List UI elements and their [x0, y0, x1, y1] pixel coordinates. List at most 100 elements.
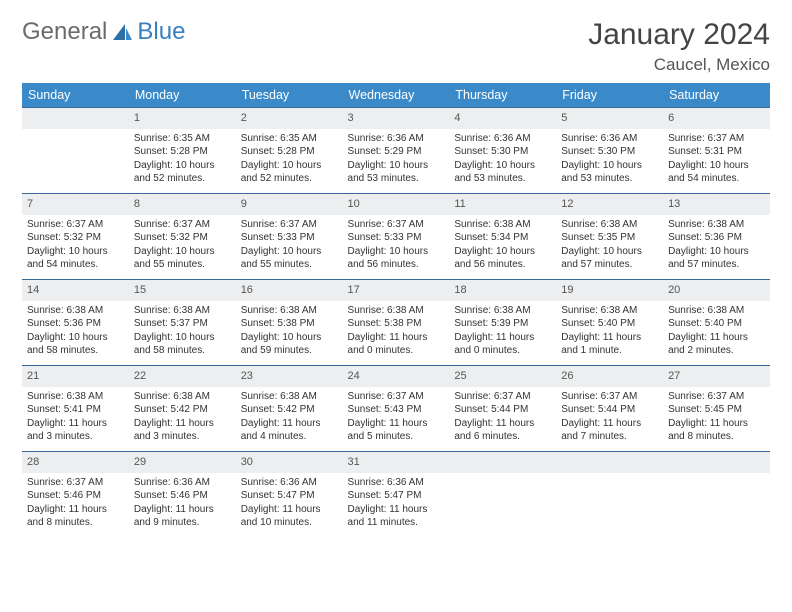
sunset-line: Sunset: 5:36 PM [668, 231, 765, 245]
header: GeneralBlue January 2024 Caucel, Mexico [22, 18, 770, 75]
calendar-day-cell: 29Sunrise: 6:36 AMSunset: 5:46 PMDayligh… [129, 452, 236, 538]
sunrise-line: Sunrise: 6:37 AM [348, 390, 445, 404]
calendar-day-cell [556, 452, 663, 538]
sunrise-line: Sunrise: 6:36 AM [348, 132, 445, 146]
day-number: 20 [663, 280, 770, 301]
title-block: January 2024 Caucel, Mexico [588, 18, 770, 75]
calendar-day-cell: 17Sunrise: 6:38 AMSunset: 5:38 PMDayligh… [343, 280, 450, 366]
day-details: Sunrise: 6:36 AMSunset: 5:29 PMDaylight:… [343, 129, 450, 191]
day-number: 2 [236, 108, 343, 129]
daylight-line: Daylight: 10 hours and 54 minutes. [27, 245, 124, 272]
day-number: 1 [129, 108, 236, 129]
day-details: Sunrise: 6:37 AMSunset: 5:44 PMDaylight:… [556, 387, 663, 449]
daylight-line: Daylight: 10 hours and 55 minutes. [134, 245, 231, 272]
sunset-line: Sunset: 5:36 PM [27, 317, 124, 331]
day-number: 5 [556, 108, 663, 129]
calendar-day-cell: 25Sunrise: 6:37 AMSunset: 5:44 PMDayligh… [449, 366, 556, 452]
day-details: Sunrise: 6:38 AMSunset: 5:39 PMDaylight:… [449, 301, 556, 363]
daylight-line: Daylight: 11 hours and 3 minutes. [134, 417, 231, 444]
calendar-day-cell: 8Sunrise: 6:37 AMSunset: 5:32 PMDaylight… [129, 194, 236, 280]
sunrise-line: Sunrise: 6:38 AM [454, 304, 551, 318]
sunrise-line: Sunrise: 6:38 AM [27, 304, 124, 318]
day-number: 29 [129, 452, 236, 473]
sunrise-line: Sunrise: 6:37 AM [348, 218, 445, 232]
calendar-day-cell: 16Sunrise: 6:38 AMSunset: 5:38 PMDayligh… [236, 280, 343, 366]
sunrise-line: Sunrise: 6:37 AM [454, 390, 551, 404]
sunrise-line: Sunrise: 6:38 AM [241, 390, 338, 404]
day-number: 16 [236, 280, 343, 301]
day-details: Sunrise: 6:36 AMSunset: 5:30 PMDaylight:… [556, 129, 663, 191]
sunset-line: Sunset: 5:28 PM [241, 145, 338, 159]
calendar-day-cell: 26Sunrise: 6:37 AMSunset: 5:44 PMDayligh… [556, 366, 663, 452]
day-details: Sunrise: 6:35 AMSunset: 5:28 PMDaylight:… [129, 129, 236, 191]
day-number: 7 [22, 194, 129, 215]
daylight-line: Daylight: 10 hours and 56 minutes. [454, 245, 551, 272]
day-details: Sunrise: 6:38 AMSunset: 5:36 PMDaylight:… [22, 301, 129, 363]
sunset-line: Sunset: 5:30 PM [561, 145, 658, 159]
daylight-line: Daylight: 11 hours and 6 minutes. [454, 417, 551, 444]
calendar-day-cell: 10Sunrise: 6:37 AMSunset: 5:33 PMDayligh… [343, 194, 450, 280]
day-details: Sunrise: 6:37 AMSunset: 5:32 PMDaylight:… [129, 215, 236, 277]
day-details: Sunrise: 6:37 AMSunset: 5:46 PMDaylight:… [22, 473, 129, 535]
sunset-line: Sunset: 5:40 PM [561, 317, 658, 331]
day-details: Sunrise: 6:38 AMSunset: 5:41 PMDaylight:… [22, 387, 129, 449]
calendar-day-cell: 30Sunrise: 6:36 AMSunset: 5:47 PMDayligh… [236, 452, 343, 538]
day-details: Sunrise: 6:38 AMSunset: 5:38 PMDaylight:… [236, 301, 343, 363]
sunset-line: Sunset: 5:46 PM [134, 489, 231, 503]
day-details: Sunrise: 6:37 AMSunset: 5:45 PMDaylight:… [663, 387, 770, 449]
day-details: Sunrise: 6:37 AMSunset: 5:43 PMDaylight:… [343, 387, 450, 449]
day-number: 18 [449, 280, 556, 301]
sunrise-line: Sunrise: 6:38 AM [668, 304, 765, 318]
daylight-line: Daylight: 10 hours and 55 minutes. [241, 245, 338, 272]
day-number: 27 [663, 366, 770, 387]
daylight-line: Daylight: 11 hours and 3 minutes. [27, 417, 124, 444]
calendar-body: 1Sunrise: 6:35 AMSunset: 5:28 PMDaylight… [22, 108, 770, 538]
calendar-day-cell: 13Sunrise: 6:38 AMSunset: 5:36 PMDayligh… [663, 194, 770, 280]
weekday-header: Saturday [663, 83, 770, 108]
calendar-day-cell: 12Sunrise: 6:38 AMSunset: 5:35 PMDayligh… [556, 194, 663, 280]
sunrise-line: Sunrise: 6:37 AM [134, 218, 231, 232]
brand-logo: GeneralBlue [22, 18, 185, 46]
day-details: Sunrise: 6:38 AMSunset: 5:42 PMDaylight:… [129, 387, 236, 449]
daylight-line: Daylight: 10 hours and 52 minutes. [241, 159, 338, 186]
day-number: 23 [236, 366, 343, 387]
calendar-day-cell: 14Sunrise: 6:38 AMSunset: 5:36 PMDayligh… [22, 280, 129, 366]
daylight-line: Daylight: 11 hours and 5 minutes. [348, 417, 445, 444]
sunrise-line: Sunrise: 6:37 AM [668, 132, 765, 146]
day-details: Sunrise: 6:36 AMSunset: 5:47 PMDaylight:… [343, 473, 450, 535]
sunrise-line: Sunrise: 6:36 AM [134, 476, 231, 490]
sunset-line: Sunset: 5:45 PM [668, 403, 765, 417]
calendar-week-row: 28Sunrise: 6:37 AMSunset: 5:46 PMDayligh… [22, 452, 770, 538]
calendar-day-cell: 11Sunrise: 6:38 AMSunset: 5:34 PMDayligh… [449, 194, 556, 280]
sunset-line: Sunset: 5:29 PM [348, 145, 445, 159]
sunset-line: Sunset: 5:32 PM [27, 231, 124, 245]
sunset-line: Sunset: 5:40 PM [668, 317, 765, 331]
sunset-line: Sunset: 5:33 PM [241, 231, 338, 245]
sunrise-line: Sunrise: 6:38 AM [561, 218, 658, 232]
calendar-day-cell: 28Sunrise: 6:37 AMSunset: 5:46 PMDayligh… [22, 452, 129, 538]
day-number: 8 [129, 194, 236, 215]
sunrise-line: Sunrise: 6:37 AM [668, 390, 765, 404]
daylight-line: Daylight: 11 hours and 8 minutes. [27, 503, 124, 530]
daylight-line: Daylight: 10 hours and 57 minutes. [561, 245, 658, 272]
sunrise-line: Sunrise: 6:35 AM [134, 132, 231, 146]
day-number: 10 [343, 194, 450, 215]
day-number: 12 [556, 194, 663, 215]
day-details: Sunrise: 6:38 AMSunset: 5:38 PMDaylight:… [343, 301, 450, 363]
sunrise-line: Sunrise: 6:37 AM [561, 390, 658, 404]
calendar-week-row: 7Sunrise: 6:37 AMSunset: 5:32 PMDaylight… [22, 194, 770, 280]
sunset-line: Sunset: 5:46 PM [27, 489, 124, 503]
calendar-day-cell: 18Sunrise: 6:38 AMSunset: 5:39 PMDayligh… [449, 280, 556, 366]
calendar-day-cell [22, 108, 129, 194]
calendar-day-cell: 6Sunrise: 6:37 AMSunset: 5:31 PMDaylight… [663, 108, 770, 194]
sunrise-line: Sunrise: 6:38 AM [454, 218, 551, 232]
sunset-line: Sunset: 5:39 PM [454, 317, 551, 331]
day-details: Sunrise: 6:36 AMSunset: 5:30 PMDaylight:… [449, 129, 556, 191]
sunset-line: Sunset: 5:38 PM [241, 317, 338, 331]
sunrise-line: Sunrise: 6:38 AM [561, 304, 658, 318]
calendar-day-cell: 23Sunrise: 6:38 AMSunset: 5:42 PMDayligh… [236, 366, 343, 452]
daylight-line: Daylight: 10 hours and 52 minutes. [134, 159, 231, 186]
sunrise-line: Sunrise: 6:35 AM [241, 132, 338, 146]
sunset-line: Sunset: 5:31 PM [668, 145, 765, 159]
day-details: Sunrise: 6:38 AMSunset: 5:40 PMDaylight:… [663, 301, 770, 363]
